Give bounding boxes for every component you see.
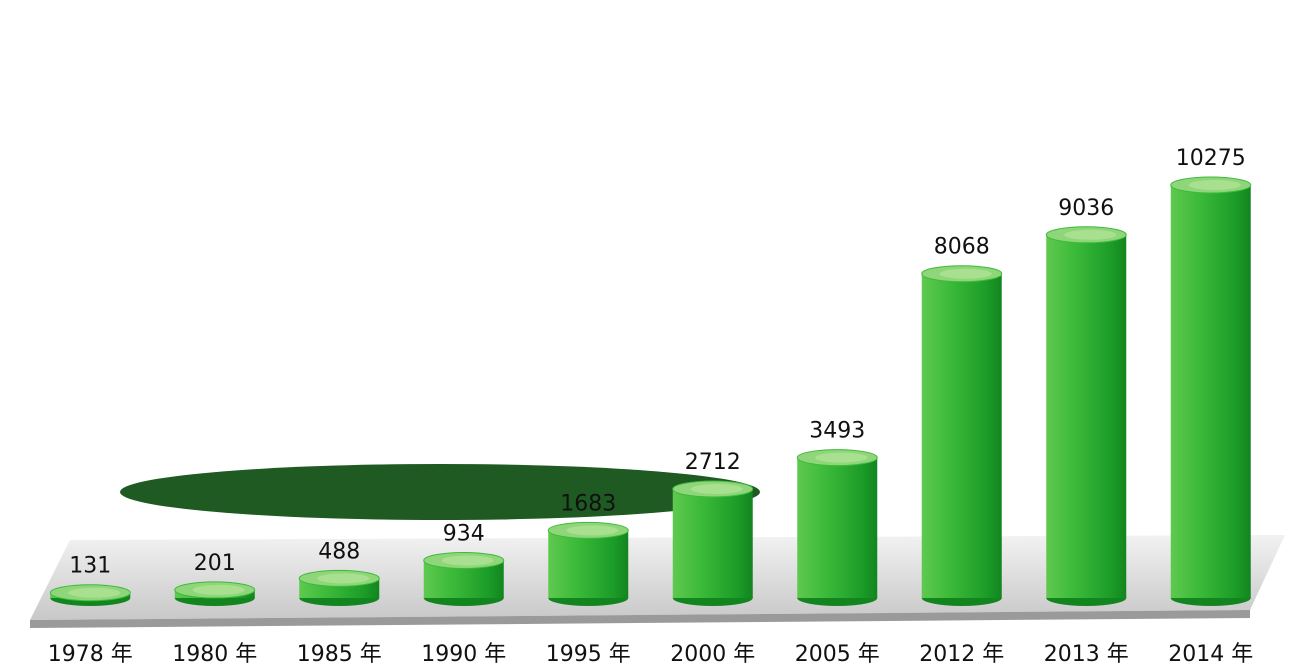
value-label: 201 bbox=[194, 551, 236, 576]
x-tick-label: 2005 年 bbox=[795, 642, 880, 667]
bar-top-highlight bbox=[442, 555, 494, 565]
ground-decoration bbox=[120, 464, 760, 520]
bar bbox=[1046, 235, 1126, 598]
x-tick-label: 1978 年 bbox=[48, 642, 133, 667]
x-tick-label: 1990 年 bbox=[421, 642, 506, 667]
x-tick-label: 2014 年 bbox=[1168, 642, 1253, 667]
x-tick-label: 2012 年 bbox=[919, 642, 1004, 667]
value-label: 8068 bbox=[934, 235, 990, 260]
x-tick-label: 1980 年 bbox=[172, 642, 257, 667]
bar bbox=[1171, 185, 1251, 598]
chart: 131 1978 年 201 1980 年 488 1985 年 934 1990 年 1683… bbox=[0, 0, 1294, 670]
bar-top-highlight bbox=[1064, 230, 1116, 240]
bar-top-highlight bbox=[193, 585, 245, 595]
bar-top-highlight bbox=[691, 484, 743, 494]
x-tick-label: 2013 年 bbox=[1044, 642, 1129, 667]
x-tick-label: 1985 年 bbox=[297, 642, 382, 667]
bar-top-highlight bbox=[317, 573, 369, 583]
value-label: 2712 bbox=[685, 450, 741, 475]
value-label: 131 bbox=[69, 554, 111, 579]
bar bbox=[922, 274, 1002, 598]
x-tick-label: 1995 年 bbox=[546, 642, 631, 667]
bar-top-highlight bbox=[940, 269, 992, 279]
bar bbox=[673, 489, 753, 598]
x-tick-label: 2000 年 bbox=[670, 642, 755, 667]
bar-top-highlight bbox=[566, 525, 618, 535]
value-label: 1683 bbox=[560, 491, 616, 516]
bar-top-highlight bbox=[1189, 180, 1241, 190]
value-label: 934 bbox=[443, 521, 485, 546]
value-label: 488 bbox=[318, 539, 360, 564]
bar-top-highlight bbox=[68, 588, 120, 598]
value-label: 9036 bbox=[1058, 196, 1114, 221]
value-label: 3493 bbox=[809, 419, 865, 444]
value-label: 10275 bbox=[1176, 146, 1246, 171]
bar-top-highlight bbox=[815, 453, 867, 463]
bar bbox=[548, 530, 628, 598]
bar bbox=[797, 458, 877, 598]
